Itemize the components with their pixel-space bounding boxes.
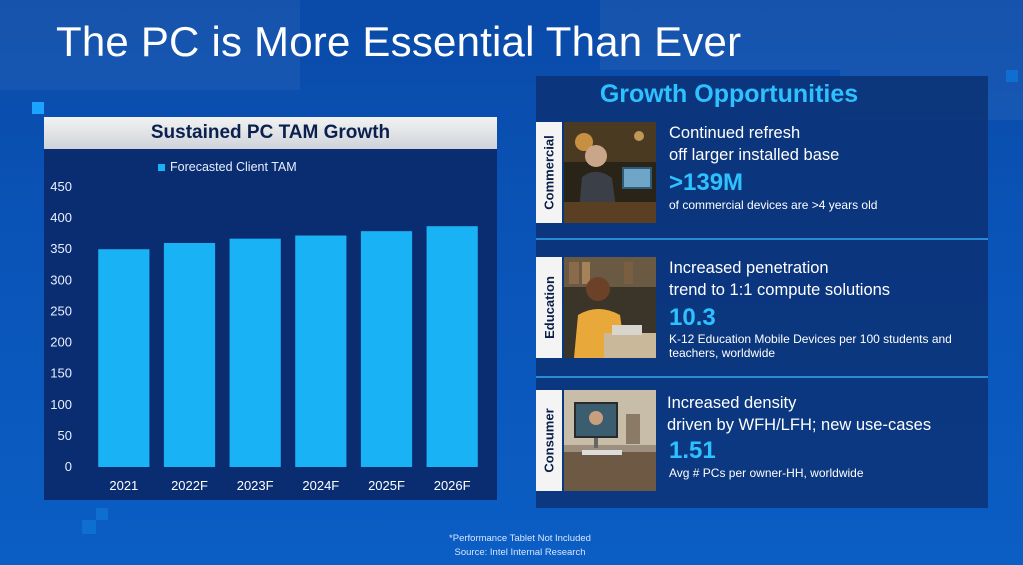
decorative-square [96, 508, 108, 520]
education-detail-line: teachers, worldwide [669, 346, 776, 360]
commercial-stat: >139M [669, 169, 744, 196]
chart-legend: Forecasted Client TAM [158, 160, 297, 174]
x-tick-label: 2024F [302, 478, 339, 493]
legend-swatch [158, 163, 165, 171]
bar-2022F [163, 243, 216, 467]
education-detail: K-12 Education Mobile Devices per 100 st… [669, 332, 979, 360]
commercial-lead-line: off larger installed base [669, 146, 840, 164]
decorative-square [1006, 70, 1018, 82]
y-tick-label: 350 [50, 241, 72, 256]
education-label: Education [536, 257, 562, 358]
decorative-square [82, 520, 96, 534]
bar-2021 [98, 249, 150, 467]
x-tick-label: 2022F [171, 478, 208, 493]
education-detail-line: K-12 Education Mobile Devices per 100 st… [669, 332, 952, 346]
bar-2024F [295, 235, 347, 467]
background-tile [0, 0, 300, 90]
education-stat: 10.3 [669, 304, 716, 331]
footnote-performance-tablet: *Performance Tablet Not Included [449, 533, 591, 544]
bar-chart: 0 50 100 150 200 250 300 350 400 450 2021 2022F 2023… [50, 179, 478, 493]
commercial-detail-line: of commercial devices are >4 years old [669, 198, 878, 212]
x-tick-label: 2021 [109, 478, 138, 493]
consumer-label-text: Consumer [541, 408, 557, 473]
commercial-detail: of commercial devices are >4 years old [669, 198, 969, 212]
consumer-lead-line: Increased density [667, 394, 797, 412]
chart-title: Sustained PC TAM Growth [44, 117, 497, 149]
consumer-label: Consumer [536, 390, 562, 491]
x-tick-label: 2023F [237, 478, 274, 493]
consumer-detail-line: Avg # PCs per owner-HH, worldwide [669, 466, 864, 480]
bar-2023F [229, 238, 281, 467]
commercial-label-text: Commercial [541, 135, 557, 210]
y-tick-label: 100 [50, 397, 72, 412]
commercial-label: Commercial [536, 122, 562, 223]
y-tick-label: 400 [50, 210, 72, 225]
consumer-lead-line: driven by WFH/LFH; new use-cases [667, 416, 932, 434]
x-tick-label: 2025F [368, 478, 405, 493]
commercial-photo [564, 122, 656, 223]
divider [536, 376, 988, 378]
y-tick-label: 150 [50, 366, 72, 381]
y-tick-label: 50 [58, 428, 72, 443]
education-lead-line: Increased penetration [669, 259, 829, 277]
consumer-photo [564, 390, 656, 491]
bar-2026F [426, 226, 478, 467]
growth-opportunities-title: Growth Opportunities [599, 80, 859, 108]
commercial-lead-line: Continued refresh [669, 124, 801, 142]
bar-2025F [360, 231, 413, 467]
education-lead: Increased penetration trend to 1:1 compu… [669, 257, 969, 301]
y-tick-label: 0 [65, 459, 72, 474]
commercial-lead: Continued refresh off larger installed b… [669, 122, 969, 166]
y-tick-label: 250 [50, 303, 72, 318]
consumer-lead: Increased density driven by WFH/LFH; new… [667, 392, 977, 436]
education-lead-line: trend to 1:1 compute solutions [669, 281, 891, 299]
divider [536, 238, 988, 240]
y-tick-label: 300 [50, 272, 72, 287]
x-tick-label: 2026F [434, 478, 471, 493]
background-tile [600, 0, 840, 70]
consumer-stat: 1.51 [669, 437, 716, 464]
y-tick-label: 450 [50, 179, 72, 194]
education-photo [564, 257, 656, 358]
education-label-text: Education [541, 276, 557, 339]
consumer-detail: Avg # PCs per owner-HH, worldwide [669, 466, 969, 480]
page-title: The PC is More Essential Than Ever [56, 18, 742, 65]
footnote-source: Source: Intel Internal Research [454, 547, 586, 558]
y-tick-label: 200 [50, 335, 72, 350]
decorative-square [32, 102, 44, 114]
legend-label: Forecasted Client TAM [170, 160, 297, 174]
